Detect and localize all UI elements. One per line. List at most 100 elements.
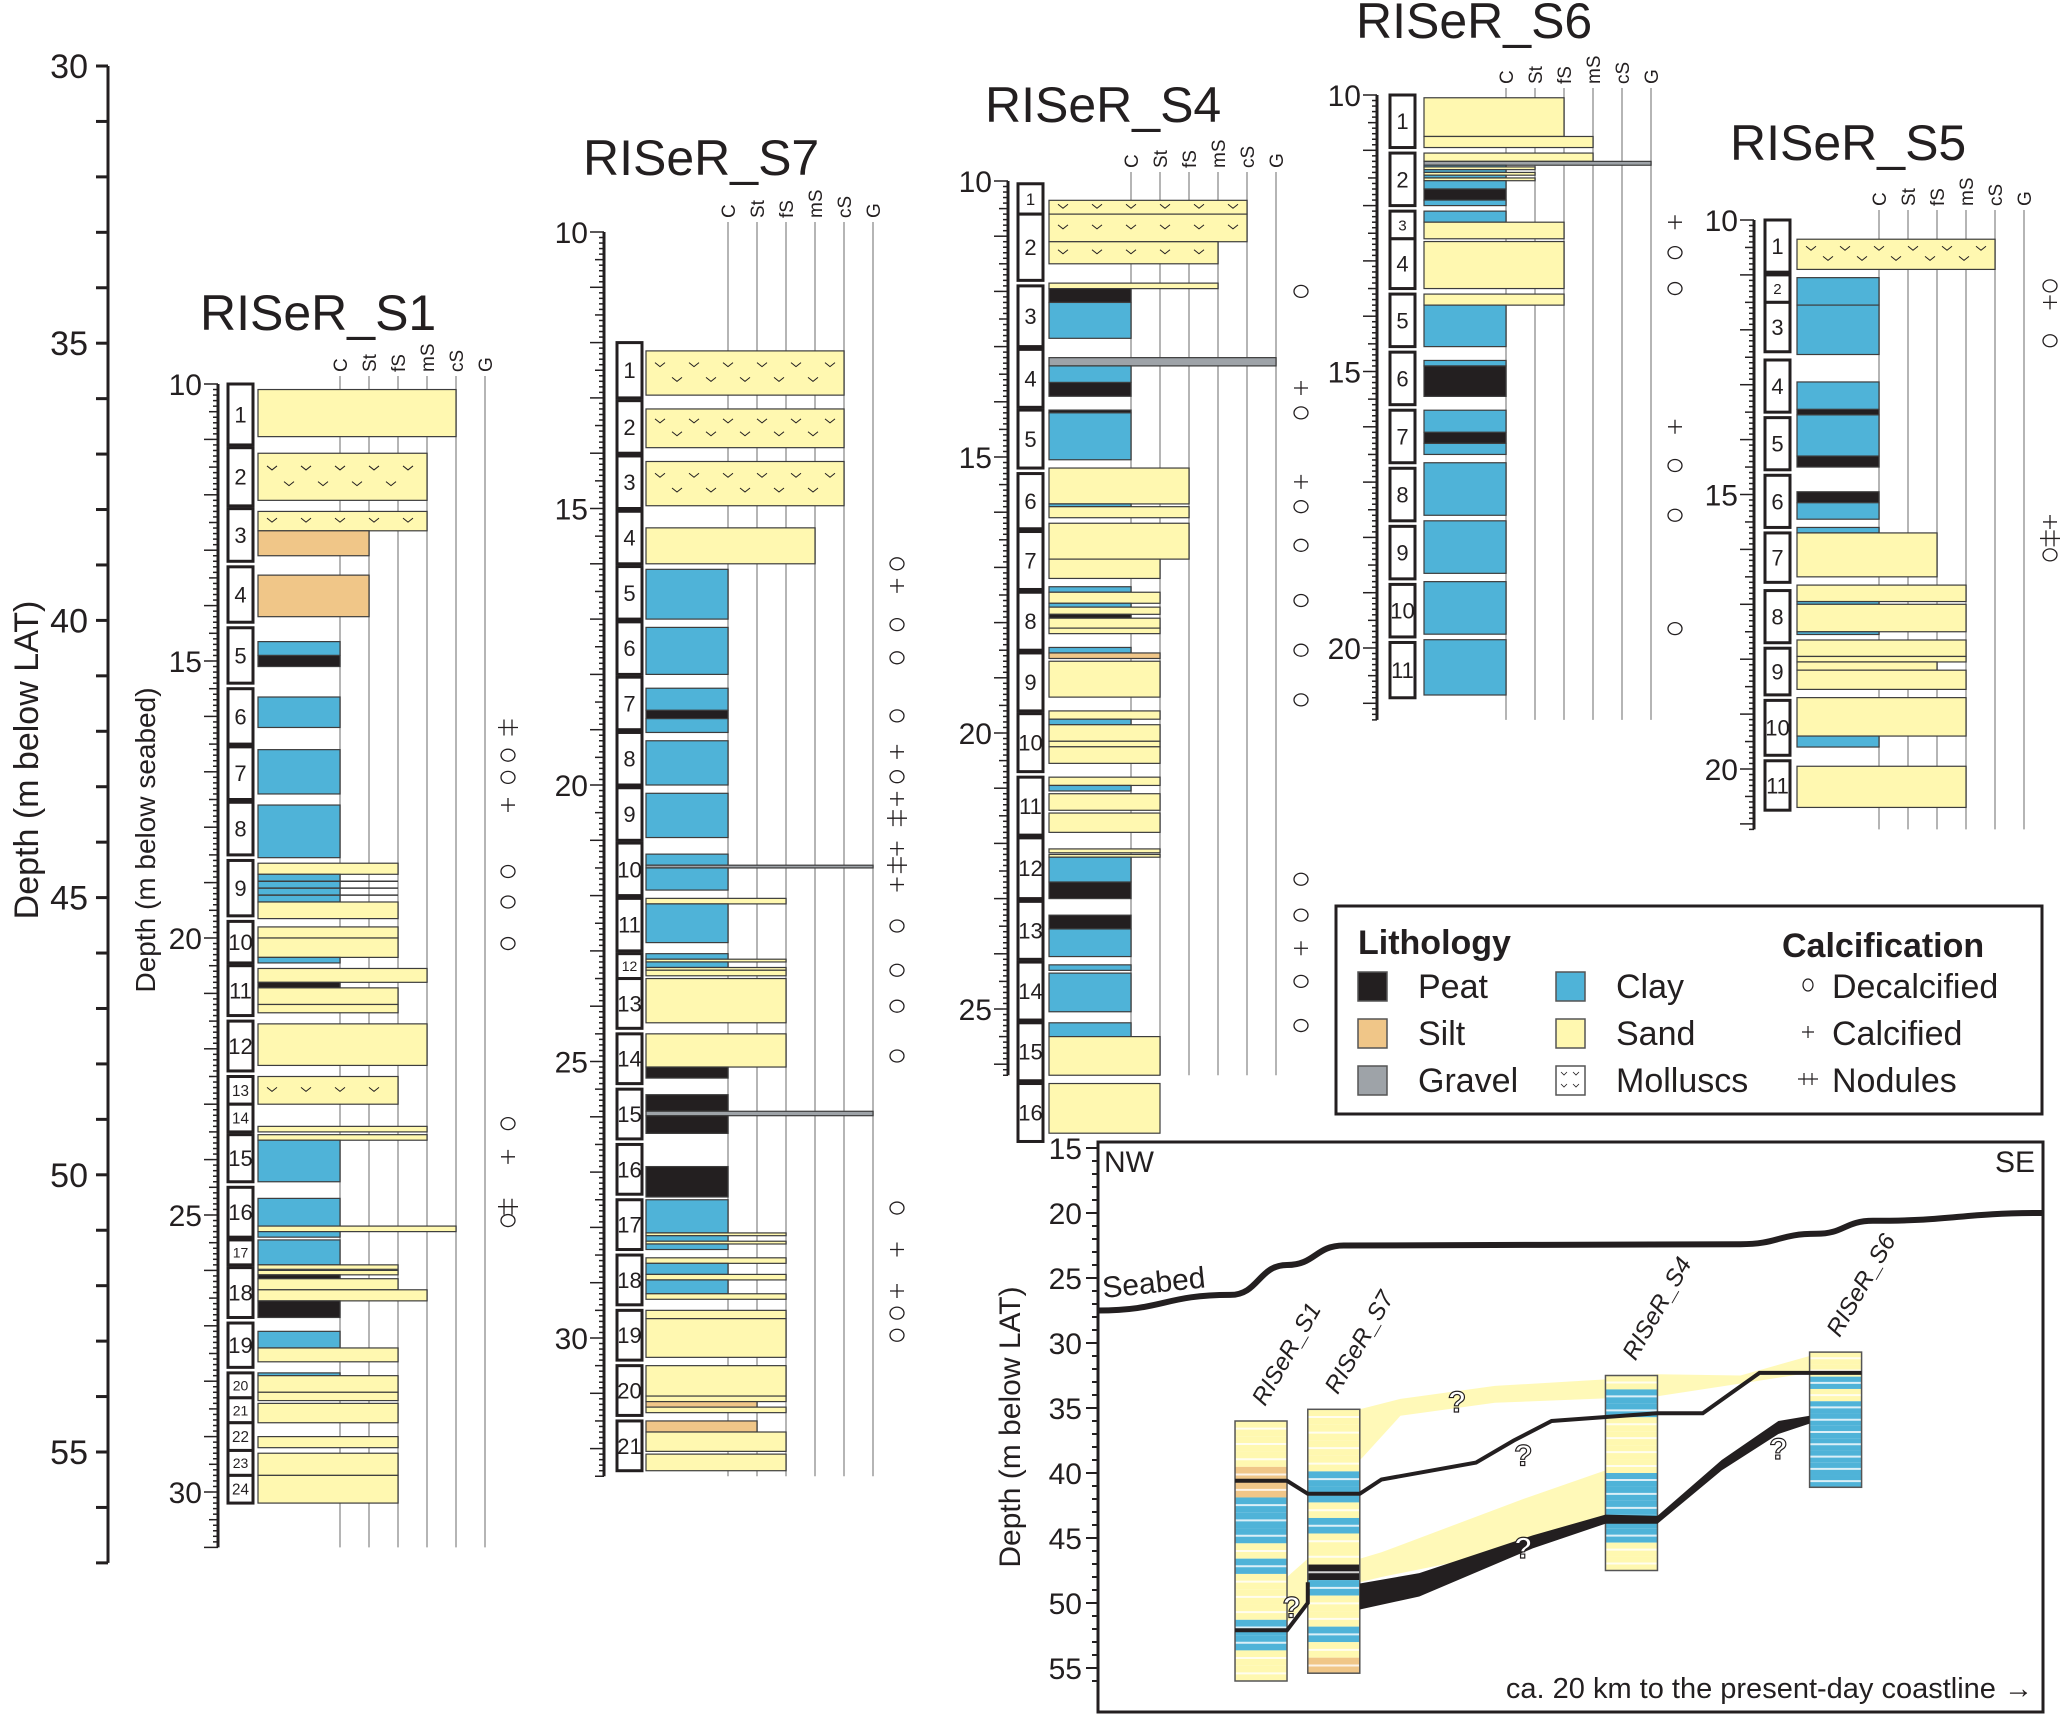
core-depth-label: 20 — [1705, 754, 1738, 787]
section-number: 9 — [234, 876, 246, 901]
core-depth-label: 20 — [1328, 633, 1361, 666]
mollusc-symbol — [824, 472, 836, 478]
bed-peat — [1423, 365, 1507, 397]
uncertainty-question-mark: ? — [1514, 1440, 1532, 1473]
section-box — [226, 507, 255, 563]
bed-sand — [257, 1269, 399, 1276]
bed-peat — [1423, 431, 1507, 444]
bed-sand — [257, 926, 399, 939]
section-box — [226, 1019, 255, 1073]
bed-clay — [1048, 301, 1132, 339]
bed-sand — [645, 350, 845, 396]
mollusc-symbol — [1805, 245, 1817, 251]
bed-sand — [1048, 1082, 1161, 1134]
section-number: 8 — [623, 747, 635, 772]
mollusc-symbol — [807, 431, 819, 437]
calcified-symbol — [890, 841, 904, 856]
calcified-symbol — [890, 877, 904, 892]
bed-clay — [257, 1231, 341, 1238]
decalcified-symbol — [889, 770, 905, 784]
mollusc-symbol — [266, 517, 278, 523]
section-number: 17 — [233, 1244, 249, 1260]
bed-peat — [257, 1300, 341, 1319]
bed-peat — [257, 981, 341, 989]
bed-sand — [645, 1273, 787, 1281]
bed-sand — [645, 1453, 787, 1472]
bed-gravel — [1048, 357, 1277, 367]
bed-sand — [1796, 584, 1967, 603]
mollusc-symbol — [739, 431, 751, 437]
coastline-note: ca. 20 km to the present-day coastline → — [1506, 1673, 2033, 1705]
section-number: 13 — [617, 991, 641, 1016]
mollusc-symbol — [1958, 255, 1970, 261]
section-number: 20 — [233, 1377, 249, 1393]
section-box — [615, 454, 644, 510]
bed-clay — [645, 718, 729, 734]
mollusc-symbol — [688, 362, 700, 368]
section-box — [615, 1198, 644, 1252]
mollusc-symbol — [824, 418, 836, 424]
section-box — [1388, 292, 1417, 349]
bed-sand — [257, 901, 399, 920]
section-number: 23 — [233, 1455, 249, 1471]
mollusc-symbol — [1227, 224, 1239, 230]
bed-silt — [645, 1400, 758, 1408]
bed-sand — [257, 862, 399, 875]
xs-depth-label: 45 — [1049, 1523, 1082, 1556]
lat-tick-label: 45 — [50, 880, 88, 918]
section-number: 15 — [228, 1146, 252, 1171]
calcified-symbol — [1294, 381, 1308, 395]
core-riser-s6: RISeR_S6 C St fS mS cS G 10 15 20 1 2 3 4 5 6 7 8 9 10 11 — [1328, 0, 1683, 721]
section-number: 4 — [234, 582, 246, 607]
bed-clay — [257, 696, 341, 729]
section-box — [1763, 218, 1792, 274]
section-box — [226, 1133, 255, 1184]
bed-clay — [1423, 520, 1507, 574]
bed-clay — [1423, 304, 1507, 348]
section-number: 4 — [1771, 374, 1783, 399]
section-number: 11 — [1766, 773, 1789, 798]
decalcified-icon — [1802, 978, 1814, 992]
bed-clay — [257, 749, 341, 795]
decalcified-symbol — [889, 709, 905, 723]
mollusc-symbol — [773, 431, 785, 437]
section-box — [615, 841, 644, 898]
grain-size-label: cS — [1238, 146, 1259, 168]
section-box — [226, 1266, 255, 1319]
legend-label-clay: Clay — [1616, 968, 1684, 1006]
section-box — [1016, 347, 1045, 409]
mollusc-symbol — [1125, 224, 1137, 230]
section-number: 22 — [232, 1429, 249, 1446]
section-number: 21 — [617, 1434, 641, 1459]
bed-sand — [257, 1452, 399, 1476]
bed-sand — [257, 1402, 399, 1424]
section-number: 16 — [1018, 1100, 1042, 1125]
bed-sand — [1048, 812, 1161, 833]
legend-label-nodules: Nodules — [1832, 1062, 1957, 1100]
bed-clay — [257, 956, 341, 964]
decalcified-symbol — [2042, 334, 2058, 348]
calcified-symbol — [890, 578, 904, 593]
legend-label-peat: Peat — [1418, 968, 1488, 1006]
section-box — [615, 977, 644, 1030]
bed-sand — [1048, 506, 1190, 519]
bed-clay — [1423, 199, 1507, 207]
bed-peat — [1048, 381, 1132, 397]
legend-label-decalcified: Decalcified — [1832, 968, 1998, 1006]
section-number: 6 — [234, 704, 246, 729]
bed-clay — [1423, 581, 1507, 635]
legend-swatch-silt — [1357, 1018, 1388, 1049]
decalcified-symbol — [889, 557, 905, 571]
decalcified-symbol — [1293, 974, 1309, 989]
core-depth-label: 30 — [555, 1323, 588, 1356]
bed-clay — [1423, 639, 1507, 696]
section-box — [226, 1185, 255, 1239]
grain-size-label: fS — [1555, 66, 1576, 84]
xs-depth-label: 50 — [1049, 1588, 1082, 1621]
bed-sand — [1048, 467, 1190, 505]
decalcified-symbol — [1293, 908, 1309, 922]
section-number: 8 — [1771, 605, 1783, 630]
section-number: 21 — [233, 1402, 249, 1418]
mollusc-symbol — [756, 418, 768, 424]
mollusc-symbol — [671, 431, 683, 437]
